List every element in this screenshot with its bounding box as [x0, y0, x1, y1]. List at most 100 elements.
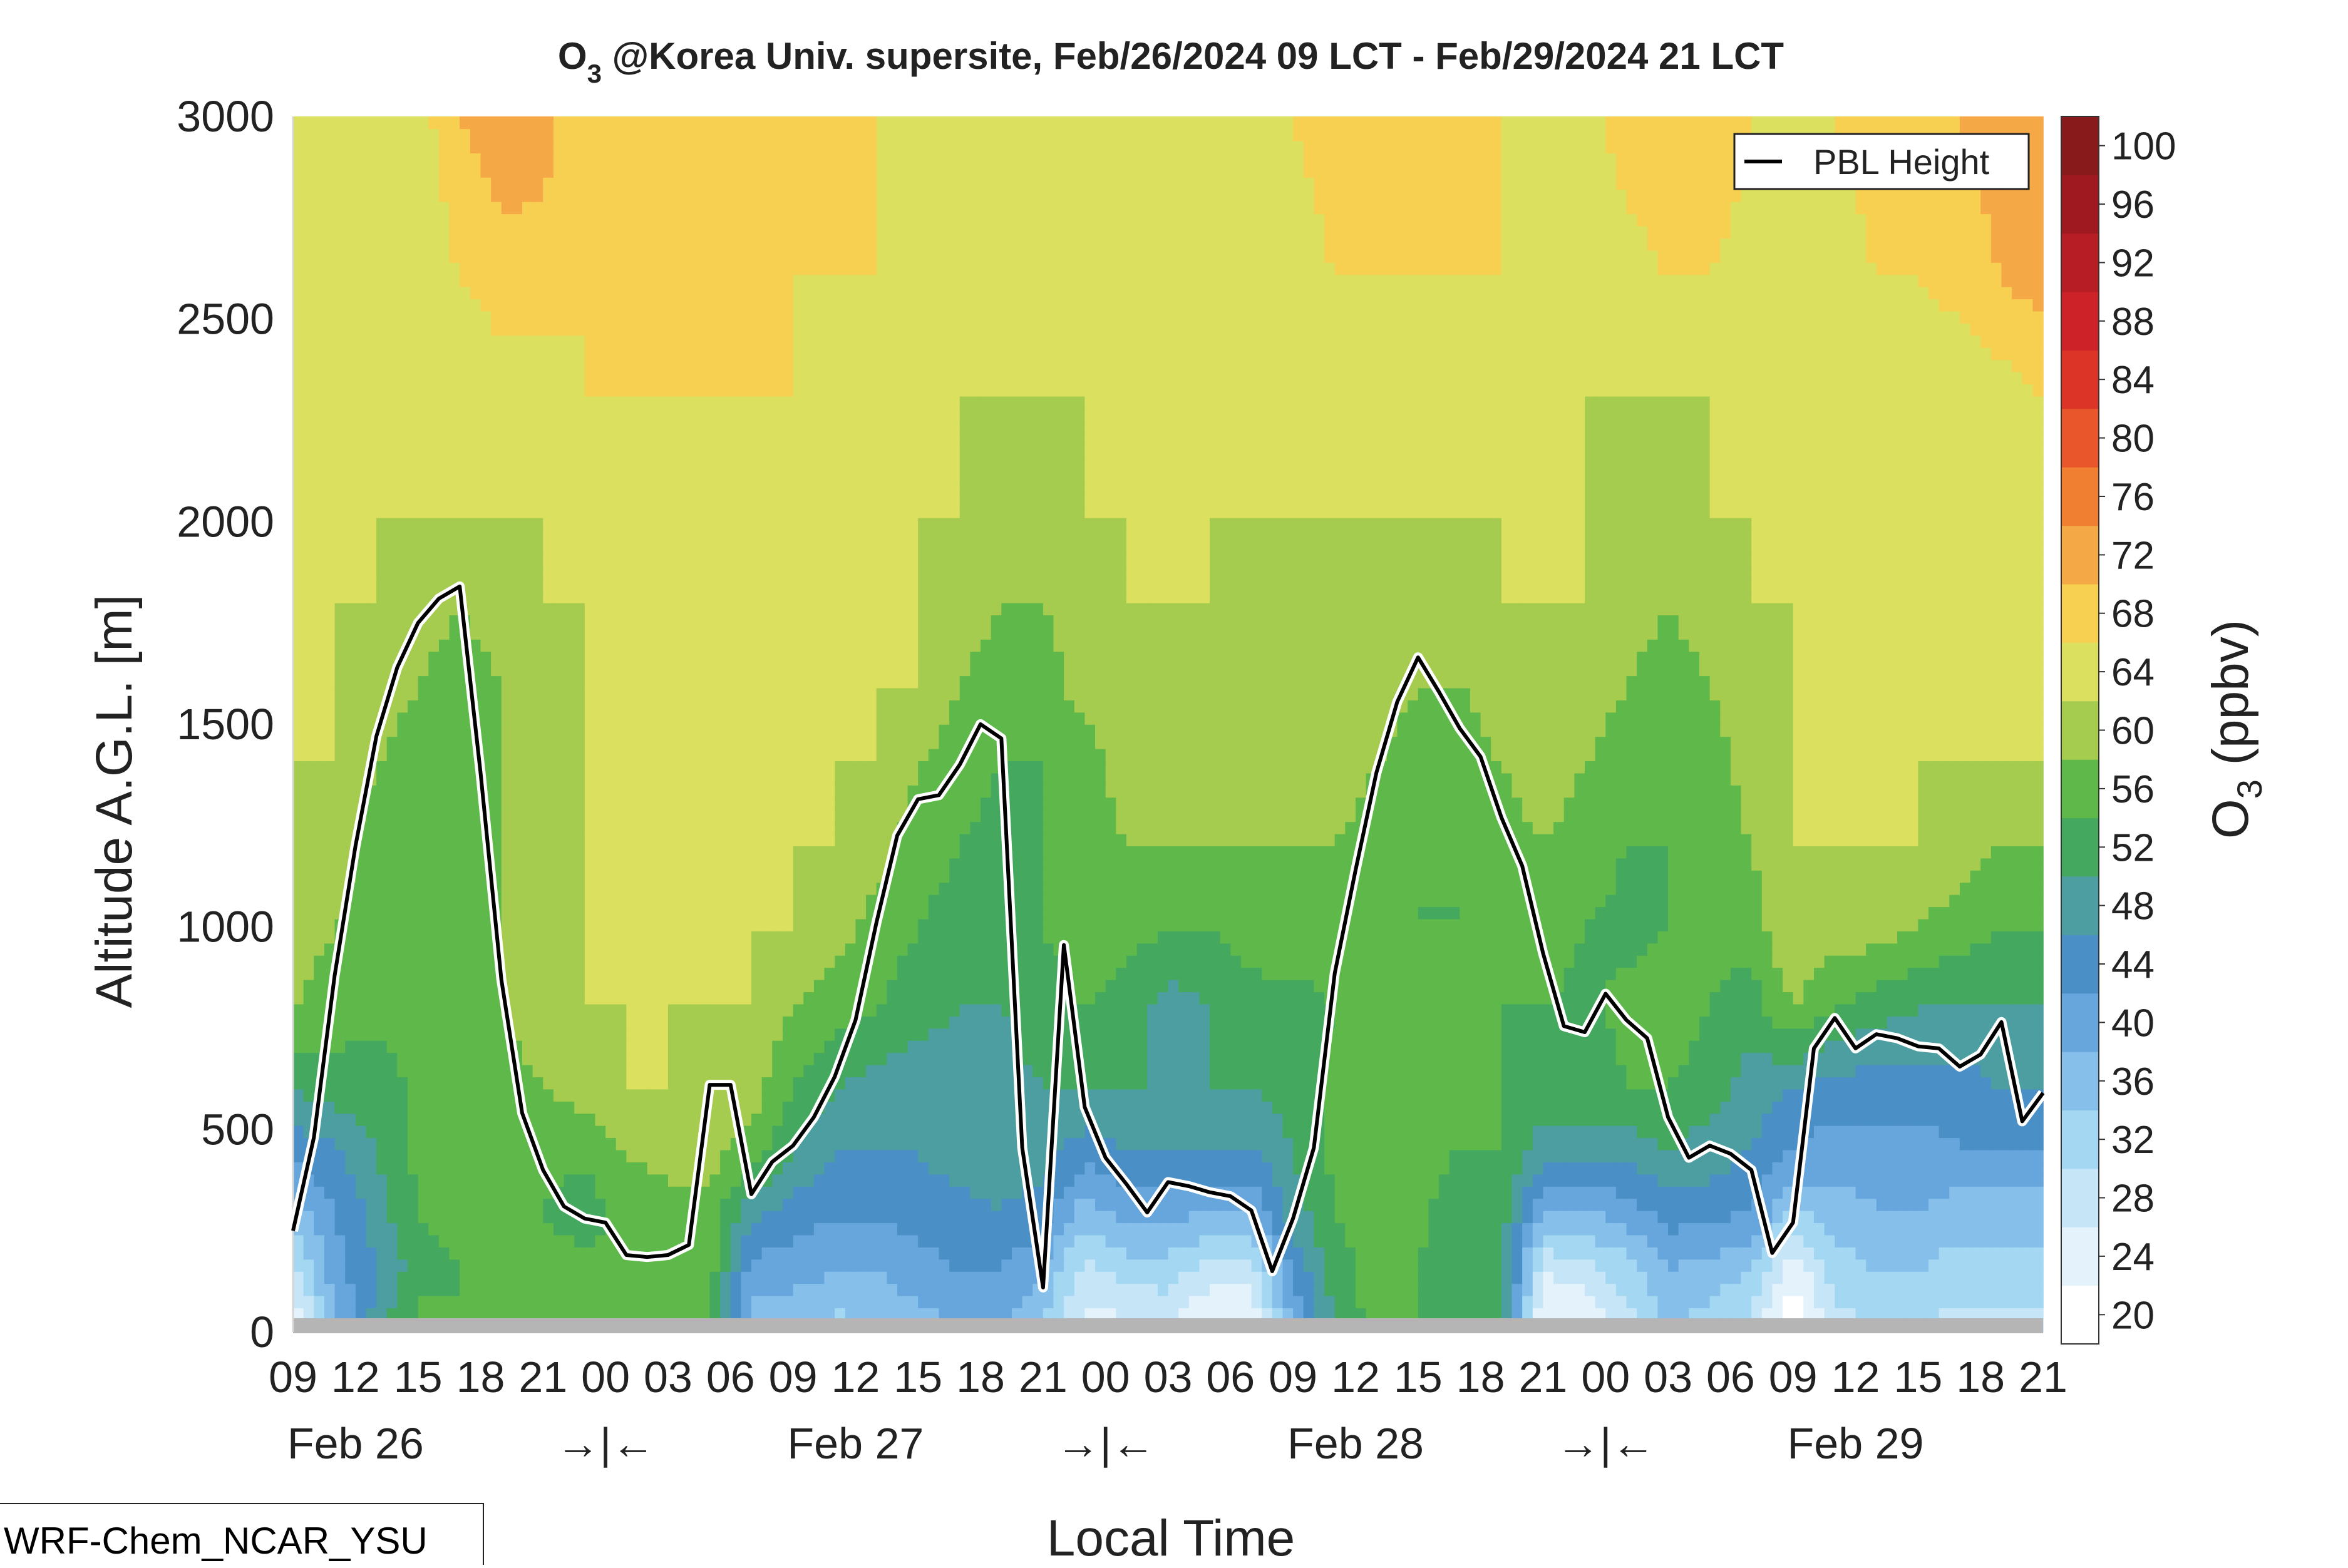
heatmap-cell — [928, 1040, 940, 1053]
heatmap-cell — [366, 1271, 377, 1284]
heatmap-cell — [928, 1234, 940, 1248]
heatmap-cell — [782, 1101, 794, 1114]
heatmap-cell — [1147, 979, 1158, 993]
heatmap-cell — [689, 1271, 700, 1284]
heatmap-cell — [678, 1125, 690, 1139]
heatmap-cell — [1324, 1137, 1336, 1150]
heatmap-cell — [907, 1052, 919, 1065]
heatmap-cell — [1355, 979, 1367, 993]
heatmap-cell — [386, 1259, 398, 1272]
heatmap-cell — [1282, 1162, 1294, 1175]
heatmap-cell — [1741, 1247, 1752, 1260]
heatmap-cell — [1615, 1089, 1627, 1102]
heatmap-cell — [1262, 1113, 1273, 1126]
heatmap-cell — [1887, 992, 1898, 1005]
heatmap-cell — [428, 1283, 440, 1296]
heatmap-cell — [918, 1234, 929, 1248]
heatmap-cell — [1366, 1101, 1377, 1114]
heatmap-cell — [1480, 1089, 1492, 1102]
heatmap-cell — [1480, 1271, 1492, 1284]
heatmap-cell — [1439, 1028, 1450, 1041]
heatmap-cell — [1939, 1077, 1950, 1090]
heatmap-cell — [1240, 1308, 1252, 1321]
heatmap-cell — [1866, 1016, 1877, 1029]
heatmap-cell — [751, 1101, 763, 1114]
heatmap-cell — [1001, 1186, 1012, 1199]
heatmap-cell — [491, 1247, 502, 1260]
heatmap-cell — [1657, 979, 1669, 993]
heatmap-cell — [1272, 1077, 1284, 1090]
heatmap-cell — [959, 1186, 971, 1199]
heatmap-cell — [782, 1186, 794, 1199]
heatmap-cell — [1647, 1137, 1659, 1150]
heatmap-cell — [1220, 1283, 1232, 1296]
heatmap-cell — [1866, 1137, 1877, 1150]
heatmap-cell — [1532, 1077, 1544, 1090]
heatmap-cell — [1574, 1174, 1585, 1187]
heatmap-cell — [1386, 992, 1398, 1005]
heatmap-cell — [1001, 1028, 1012, 1041]
heatmap-cell — [1615, 1283, 1627, 1296]
heatmap-cell — [376, 1162, 388, 1175]
heatmap-cell — [772, 1089, 783, 1102]
heatmap-cell — [1990, 1210, 2002, 1224]
heatmap-cell — [470, 1308, 481, 1321]
heatmap-cell — [824, 1040, 835, 1053]
heatmap-cell — [522, 1210, 533, 1224]
heatmap-cell — [1345, 1162, 1356, 1175]
heatmap-cell — [1491, 1113, 1502, 1126]
heatmap-cell — [991, 1137, 1002, 1150]
heatmap-cell — [1772, 1149, 1783, 1162]
heatmap-cell — [1408, 1210, 1419, 1224]
heatmap-cell — [1230, 1040, 1242, 1053]
heatmap-cell — [1282, 1308, 1294, 1321]
heatmap-cell — [1376, 967, 1388, 980]
heatmap-cell — [491, 1271, 502, 1284]
heatmap-cell — [428, 1089, 440, 1102]
heatmap-cell — [1699, 1234, 1711, 1248]
heatmap-cell — [438, 1295, 450, 1308]
heatmap-cell — [657, 967, 669, 980]
heatmap-cell — [1428, 1089, 1439, 1102]
heatmap-cell — [1178, 979, 1190, 993]
heatmap-cell — [949, 1247, 960, 1260]
heatmap-cell — [1511, 1040, 1523, 1053]
heatmap-cell — [1709, 1077, 1721, 1090]
heatmap-cell — [1168, 1064, 1179, 1077]
heatmap-cell — [1126, 1283, 1138, 1296]
heatmap-cell — [1803, 1271, 1815, 1284]
heatmap-cell — [1553, 1174, 1565, 1187]
heatmap-cell — [1282, 1137, 1294, 1150]
heatmap-cell — [1990, 1247, 2002, 1260]
heatmap-cell — [897, 1089, 909, 1102]
heatmap-cell — [782, 1271, 794, 1284]
heatmap-cell — [1553, 1137, 1565, 1150]
heatmap-cell — [605, 1149, 617, 1162]
heatmap-cell — [1251, 1125, 1263, 1139]
heatmap-cell — [709, 979, 721, 993]
heatmap-cell — [959, 1271, 971, 1284]
heatmap-cell — [1709, 1162, 1721, 1175]
heatmap-cell — [1188, 1162, 1200, 1175]
heatmap-cell — [845, 1162, 857, 1175]
heatmap-cell — [793, 1295, 805, 1308]
heatmap-cell — [720, 1064, 731, 1077]
heatmap-cell — [564, 1234, 575, 1248]
heatmap-cell — [1064, 1149, 1075, 1162]
heatmap-cell — [1793, 1271, 1805, 1284]
heatmap-cell — [887, 1089, 898, 1102]
heatmap-cell — [709, 1137, 721, 1150]
heatmap-cell — [1408, 1222, 1419, 1236]
heatmap-cell — [438, 1125, 450, 1139]
heatmap-cell — [866, 979, 877, 993]
heatmap-cell — [1741, 1052, 1752, 1065]
heatmap-cell — [428, 1308, 440, 1321]
heatmap-cell — [1866, 1295, 1877, 1308]
heatmap-cell — [897, 1295, 909, 1308]
heatmap-cell — [1095, 992, 1106, 1005]
heatmap-cell — [1230, 1271, 1242, 1284]
heatmap-cell — [626, 1137, 637, 1150]
heatmap-cell — [366, 1101, 377, 1114]
heatmap-cell — [887, 1003, 898, 1017]
heatmap-cell — [835, 1149, 846, 1162]
